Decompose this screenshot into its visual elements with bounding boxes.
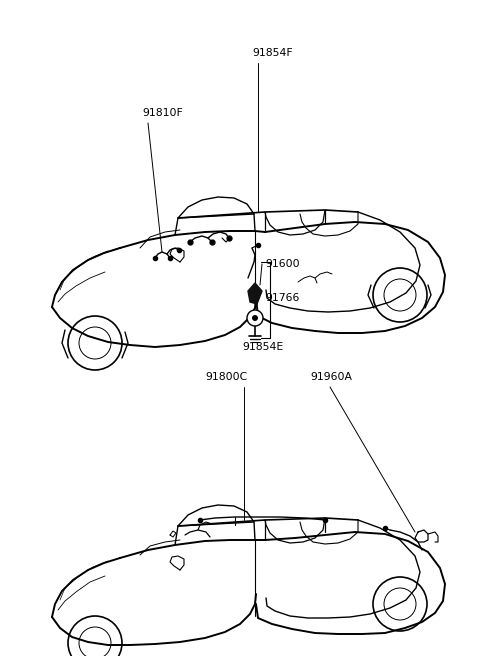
Text: 91766: 91766: [265, 293, 300, 303]
Text: 91600: 91600: [265, 259, 300, 269]
Circle shape: [247, 310, 263, 326]
Text: 91810F: 91810F: [142, 108, 183, 118]
Polygon shape: [248, 283, 262, 304]
Circle shape: [252, 315, 258, 321]
Text: 91854F: 91854F: [252, 48, 293, 58]
Text: 91800C: 91800C: [206, 372, 248, 382]
Text: 91960A: 91960A: [310, 372, 352, 382]
Text: 91854E: 91854E: [242, 342, 284, 352]
